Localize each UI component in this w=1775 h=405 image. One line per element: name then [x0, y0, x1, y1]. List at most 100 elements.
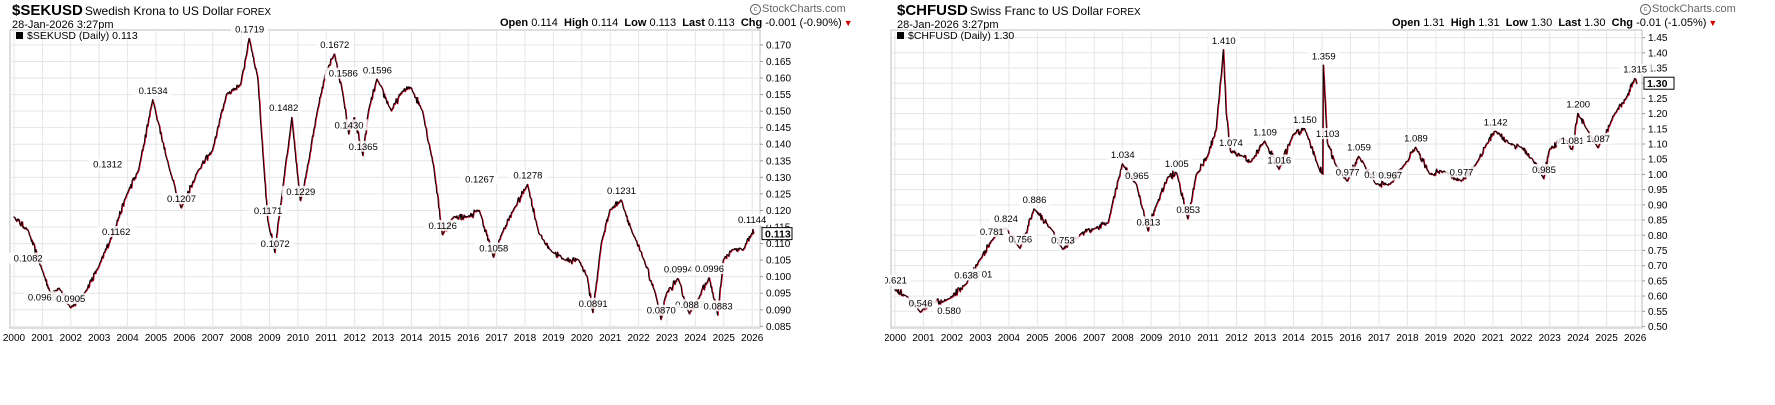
x-tick-label: 2016 [457, 333, 480, 344]
x-tick-label: 2003 [969, 333, 992, 344]
annotation-bg [23, 291, 62, 303]
annotation-bg [690, 263, 729, 275]
x-tick-label: 2024 [1567, 333, 1590, 344]
annotation-label: 0.1162 [102, 227, 130, 238]
annotation-label: 0.1144 [738, 215, 766, 226]
x-tick-label: 2015 [429, 333, 452, 344]
x-tick-label: 2006 [1055, 333, 1078, 344]
chfusd-chart-panel: $CHFUSD Swiss Franc to US Dollar FOREX 28-… [885, 0, 1775, 405]
x-tick-label: 2010 [1169, 333, 1192, 344]
annotation-label: 0.0905 [56, 294, 85, 305]
x-tick-label: 2001 [912, 333, 935, 344]
y-tick-label: 0.160 [766, 74, 791, 85]
annotation-bg [1288, 113, 1321, 125]
annotation-bg [1619, 63, 1652, 75]
x-tick-label: 2025 [1596, 333, 1619, 344]
annotation-bg [1479, 116, 1512, 128]
chart-symbol-title: $SEKUSD Swedish Krona to US Dollar FOREX [12, 2, 272, 19]
annotation-bg [460, 173, 499, 185]
annotation-bg [249, 205, 287, 217]
chart-exchange: FOREX [1106, 7, 1141, 18]
price-series-line [13, 37, 754, 320]
x-tick-label: 2001 [31, 333, 54, 344]
annotation-label: 0.1596 [363, 65, 392, 76]
annotation-label: 0.886 [1023, 195, 1047, 206]
chart-exchange: FOREX [236, 7, 272, 18]
annotation-bg [1160, 157, 1193, 169]
annotation-label: 0.1126 [429, 221, 457, 232]
annotation-bg [1343, 141, 1376, 153]
x-tick-label: 2011 [1197, 333, 1219, 344]
x-tick-label: 2005 [145, 333, 168, 344]
y-tick-label: 0.090 [766, 305, 791, 316]
x-tick-label: 2012 [1225, 333, 1248, 344]
y-tick-label: 0.55 [1648, 307, 1668, 318]
x-tick-label: 2016 [1339, 333, 1362, 344]
annotation-bg [1528, 164, 1561, 175]
x-tick-label: 2023 [656, 333, 679, 344]
stockcharts-brand[interactable]: c StockCharts.com [750, 3, 846, 15]
annotation-label: 0.1482 [269, 103, 298, 114]
annotation-bg [1445, 166, 1478, 178]
annotation-label: 0.580 [937, 306, 961, 317]
sekusd-price-plot[interactable]: 0.0850.0900.0950.1000.1050.1100.1150.120… [0, 0, 885, 405]
annotation-label: 0.1171 [254, 206, 282, 217]
x-tick-label: 2024 [684, 333, 707, 344]
annotation-label: 0.0883 [704, 301, 733, 312]
annotation-bg [316, 39, 354, 51]
annotation-label: 0.546 [909, 298, 933, 309]
annotation-label: 1.016 [1267, 156, 1291, 167]
x-tick-label: 2022 [627, 333, 650, 344]
x-tick-label: 2008 [230, 333, 253, 344]
x-tick-label: 2021 [1482, 333, 1505, 344]
price-series-shadow [13, 37, 755, 321]
annotation-label: 0.1430 [334, 120, 363, 131]
annotation-label: 1.074 [1219, 138, 1243, 149]
x-tick-label: 2002 [60, 333, 83, 344]
annotation-bg [1399, 132, 1432, 144]
annotation-label: 0.1207 [167, 194, 196, 205]
annotation-bg [670, 299, 709, 311]
annotation-bg [904, 297, 937, 309]
annotation-label: 0.1586 [329, 69, 358, 80]
y-tick-label: 0.170 [766, 40, 791, 51]
y-tick-label: 1.15 [1648, 124, 1668, 135]
annotation-bg [423, 219, 462, 231]
annotation-label: 0.977 [1450, 167, 1474, 178]
annotation-bg [51, 293, 90, 305]
y-tick-label: 0.165 [766, 57, 791, 68]
annotation-bg [1172, 204, 1205, 216]
annotation-label: 0.1278 [513, 171, 542, 182]
y-tick-label: 1.10 [1648, 140, 1668, 151]
down-triangle-icon: ▼ [843, 18, 853, 28]
x-tick-label: 2002 [941, 333, 964, 344]
x-tick-label: 2026 [741, 333, 764, 344]
annotation-bg [97, 226, 136, 238]
annotation-label: 0.1082 [14, 254, 43, 265]
annotation-bg [659, 263, 698, 275]
annotation-label: 0.0891 [579, 299, 608, 310]
annotation-label: 1.103 [1316, 129, 1340, 140]
annotation-bg [324, 67, 363, 79]
x-tick-label: 2023 [1539, 333, 1562, 344]
y-tick-label: 0.75 [1648, 246, 1668, 257]
y-tick-label: 1.45 [1648, 33, 1668, 44]
y-tick-label: 0.80 [1648, 231, 1668, 242]
annotation-bg [1331, 166, 1364, 178]
annotation-bg [230, 23, 269, 35]
annotation-label: 0.638 [954, 271, 978, 282]
annotation-label: 0.621 [885, 276, 907, 287]
annotation-bg [1046, 234, 1079, 246]
x-tick-label: 2009 [1140, 333, 1163, 344]
annotation-bg [1263, 154, 1296, 166]
chfusd-price-plot[interactable]: 0.50 0.55 0.60 0.65 0.70 0.75 0.80 0.85 0.90 0.95… [885, 0, 1775, 405]
stockcharts-brand[interactable]: c StockCharts.com [1640, 3, 1736, 15]
annotation-label: 1.410 [1212, 36, 1236, 47]
annotation-bg [1311, 128, 1344, 140]
y-tick-label: 0.125 [766, 189, 791, 200]
y-tick-label: 0.85 [1648, 216, 1668, 227]
annotation-label: 0.1267 [465, 174, 494, 185]
annotation-bg [642, 304, 681, 316]
annotation-bg [975, 226, 1008, 238]
last-value-label: 1.30 [1647, 78, 1668, 90]
